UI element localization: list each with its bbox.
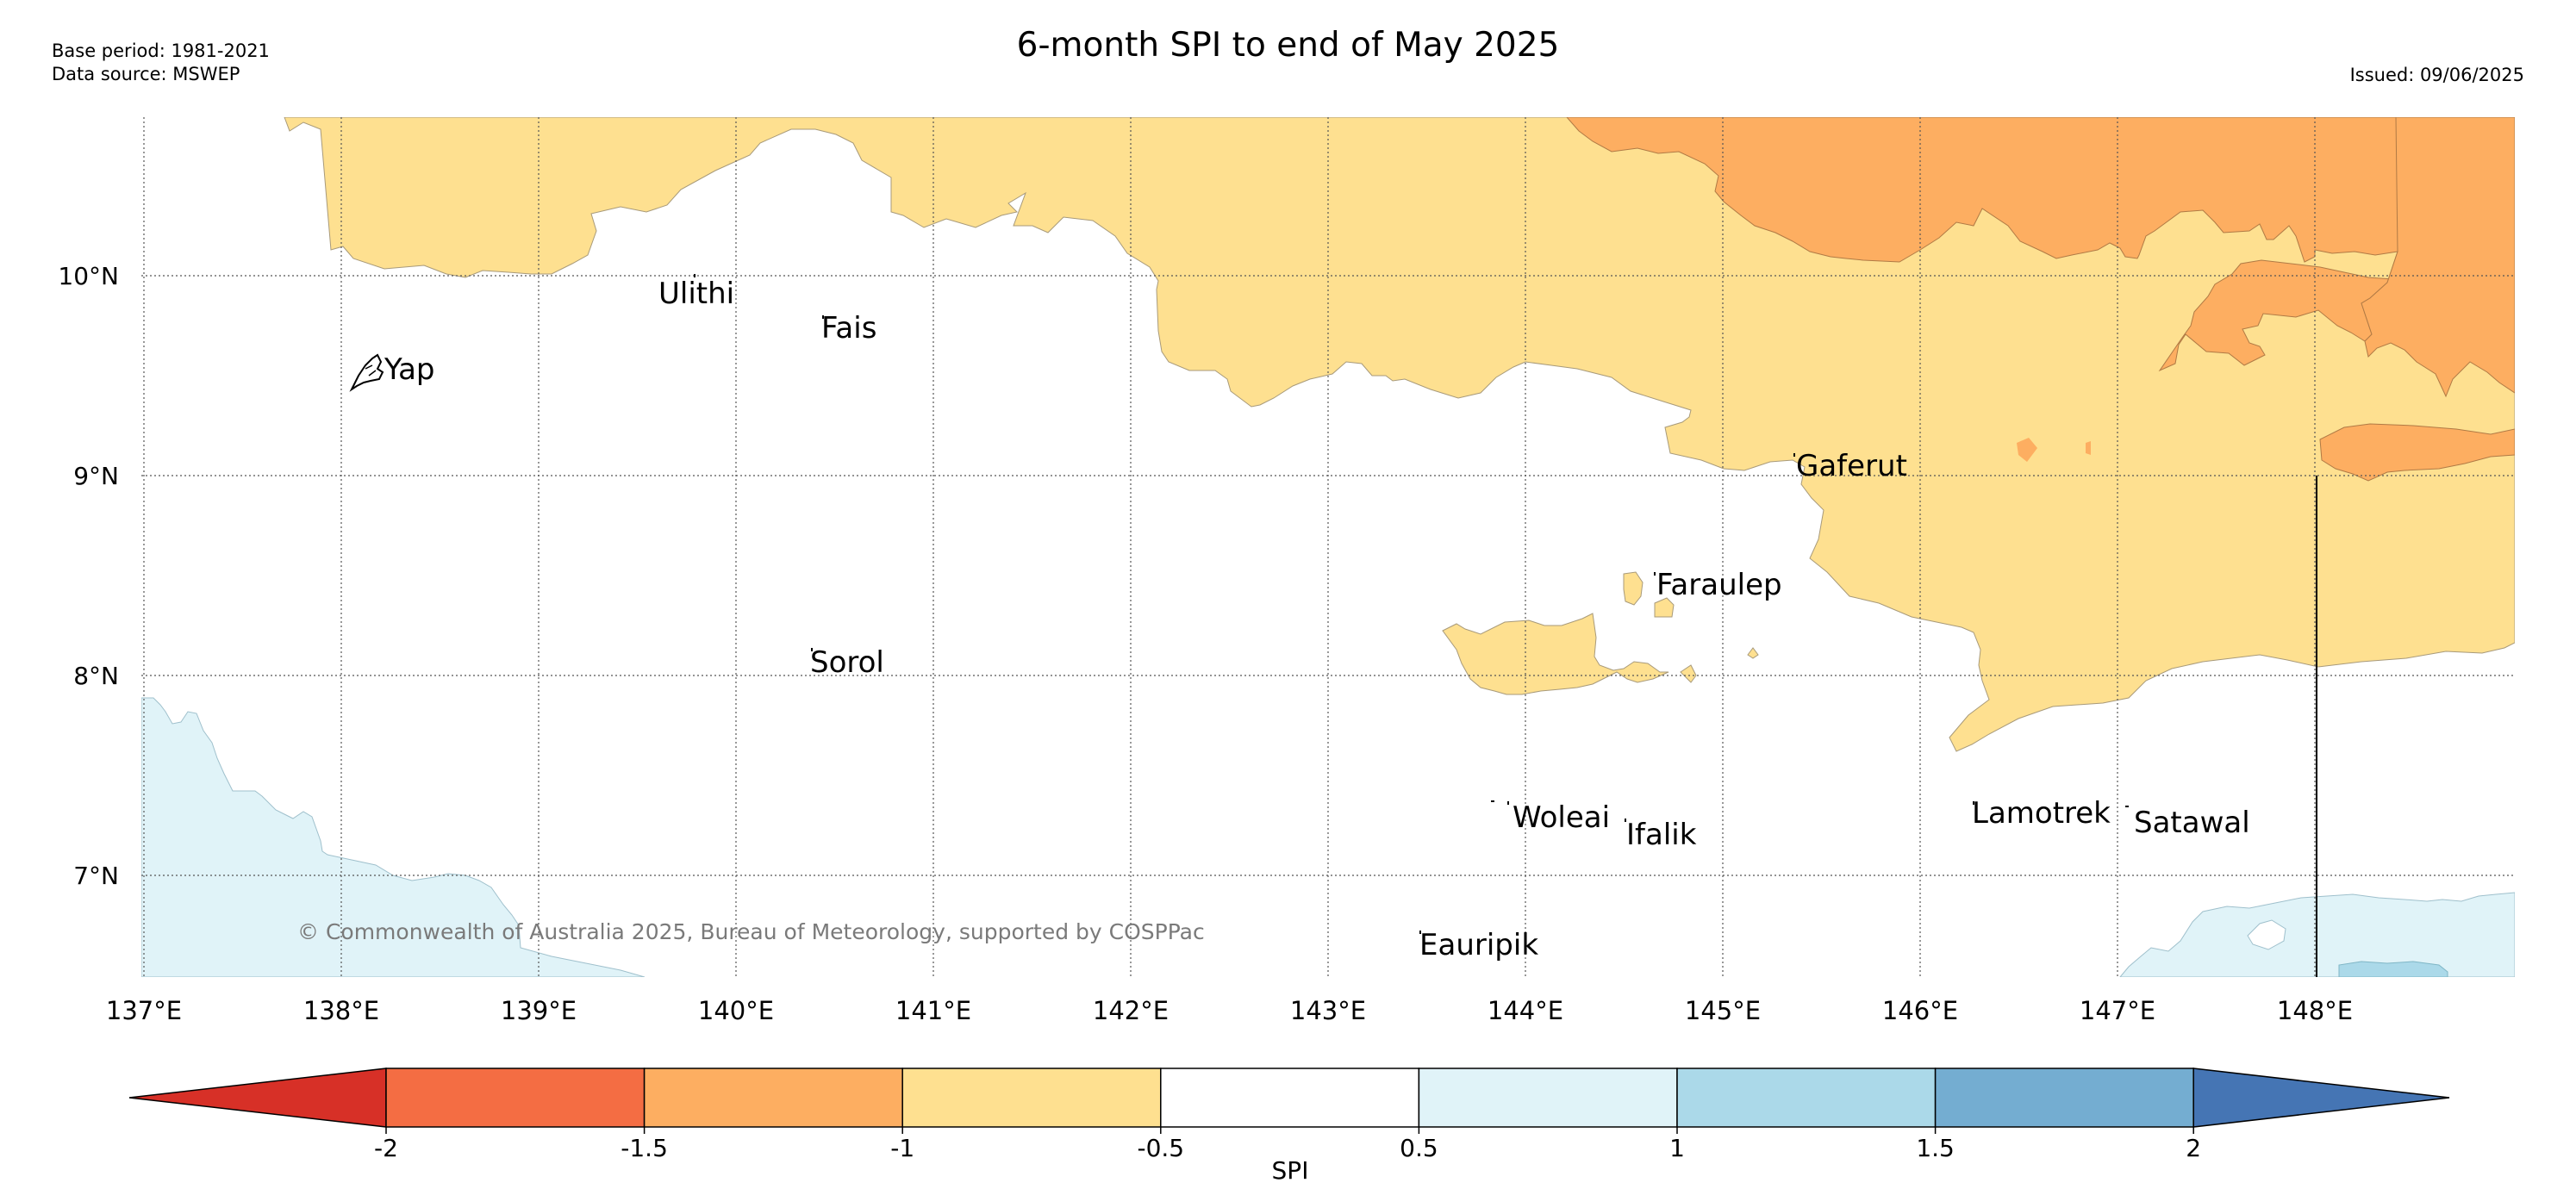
lon-label-138E: 138°E (303, 996, 379, 1025)
lon-label-139E: 139°E (501, 996, 577, 1025)
spi-region-dry-island (1623, 571, 1644, 606)
spi-region-dry-island (1680, 664, 1697, 683)
lat-label-7N: 7°N (73, 862, 119, 890)
lat-label-10N: 10°N (58, 262, 119, 290)
lon-label-145E: 145°E (1685, 996, 1761, 1025)
place-label-satawal: Satawal (2134, 806, 2250, 840)
graticule (141, 117, 2515, 977)
spi-region-dry-island (1654, 597, 1675, 618)
atoll-markers (694, 274, 2129, 934)
colorbar-tick-label: 2 (2186, 1134, 2201, 1162)
lon-label-144E: 144°E (1488, 996, 1563, 1025)
base-period: Base period: 1981-2021 (52, 40, 270, 61)
place-label-eauripik: Eauripik (1419, 928, 1538, 962)
colorbar-bin (385, 1068, 646, 1128)
copyright-notice: © Commonwealth of Australia 2025, Bureau… (297, 919, 1205, 944)
colorbar-tick-label: -1.5 (621, 1134, 668, 1162)
colorbar-tick-label: 1.5 (1916, 1134, 1955, 1162)
spi-region-wetter (2338, 961, 2448, 977)
spi-shading (141, 117, 2515, 977)
colorbar: -2 -1.5 -1 -0.5 0.5 1 1.5 2 (128, 1068, 2450, 1162)
lon-label-142E: 142°E (1093, 996, 1169, 1025)
lon-label-148E: 148°E (2277, 996, 2353, 1025)
lon-label-146E: 146°E (1882, 996, 1958, 1025)
lon-label-137E: 137°E (106, 996, 182, 1025)
colorbar-tick-label: 0.5 (1400, 1134, 1438, 1162)
lat-label-8N: 8°N (73, 662, 119, 690)
spi-region-drier (1566, 117, 2515, 372)
place-label-sorol: Sorol (810, 645, 884, 680)
map-title: 6-month SPI to end of May 2025 (1016, 26, 1560, 65)
lon-label-147E: 147°E (2080, 996, 2155, 1025)
spi-region-dry-pocket (2247, 919, 2286, 950)
spi-region-wet (141, 697, 646, 977)
spi-region-drier-band (2319, 423, 2515, 482)
place-label-ulithi: Ulithi (658, 277, 734, 311)
lon-label-140E: 140°E (698, 996, 774, 1025)
colorbar-bin (1934, 1068, 2194, 1128)
colorbar-bin (1160, 1068, 1420, 1128)
issued-date: Issued: 09/06/2025 (2349, 65, 2524, 85)
colorbar-tick-label: -2 (374, 1134, 398, 1162)
place-label-faraulep: Faraulep (1656, 568, 1782, 602)
colorbar-tick-label: 1 (1669, 1134, 1685, 1162)
place-label-gaferut: Gaferut (1796, 449, 1907, 483)
spi-region-drier-east (2361, 117, 2515, 398)
place-label-yap: Yap (384, 352, 435, 387)
spi-region-dry-island (1747, 647, 1759, 659)
yap-island-detail (365, 364, 377, 377)
colorbar-extend-low (128, 1068, 387, 1128)
colorbar-tick-label: -0.5 (1137, 1134, 1184, 1162)
place-label-ifalik: Ifalik (1626, 818, 1697, 852)
data-source: Data source: MSWEP (52, 64, 240, 85)
colorbar-bin (1418, 1068, 1678, 1128)
lon-label-143E: 143°E (1290, 996, 1366, 1025)
lat-label-9N: 9°N (73, 462, 119, 490)
yap-island-shape (349, 353, 384, 392)
colorbar-extend-high (2192, 1068, 2450, 1128)
colorbar-tick-label: -1 (890, 1134, 914, 1162)
map-metadata: Base period: 1981-2021 Data source: MSWE… (52, 40, 270, 87)
spi-region-drier-spot (2017, 438, 2037, 462)
lon-label-141E: 141°E (895, 996, 971, 1025)
spi-region-dry-island (1442, 613, 1669, 695)
spi-region-drier-spot (2086, 441, 2091, 455)
colorbar-bin (643, 1068, 903, 1128)
place-label-woleai: Woleai (1513, 800, 1610, 835)
place-label-lamotrek: Lamotrek (1972, 796, 2111, 831)
place-label-fais: Fais (821, 311, 876, 345)
colorbar-bin (1676, 1068, 1937, 1128)
colorbar-label: SPI (1272, 1156, 1309, 1185)
colorbar-bin (901, 1068, 1162, 1128)
